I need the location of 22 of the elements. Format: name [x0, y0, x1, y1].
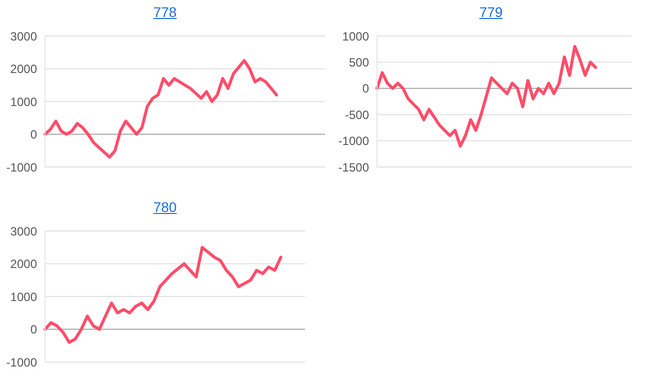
y-tick-label: -1000: [6, 355, 38, 370]
line-series: [376, 44, 598, 148]
y-tick-label: 2000: [10, 62, 38, 76]
y-tick-label: 500: [348, 55, 370, 70]
chart-title: 778: [153, 4, 177, 20]
chart-title: 780: [153, 199, 177, 215]
y-tick-label: 1000: [10, 290, 38, 304]
chart-title: 779: [479, 4, 503, 20]
y-tick-label: 0: [362, 82, 370, 96]
y-tick-label: 0: [30, 128, 38, 142]
y-tick-label: 1000: [10, 94, 38, 109]
y-tick-label: -1500: [338, 160, 370, 174]
y-tick-label: 0: [30, 322, 38, 337]
y-tick-label: 2000: [10, 257, 38, 272]
line-series: [44, 59, 278, 159]
y-tick-label: -1000: [338, 134, 370, 148]
y-tick-label: -1000: [6, 160, 38, 174]
y-tick-label: -500: [344, 108, 370, 122]
line-series: [44, 246, 282, 344]
y-tick-label: 3000: [10, 29, 38, 44]
y-tick-label: 3000: [10, 224, 38, 238]
y-tick-label: 1000: [342, 29, 370, 44]
